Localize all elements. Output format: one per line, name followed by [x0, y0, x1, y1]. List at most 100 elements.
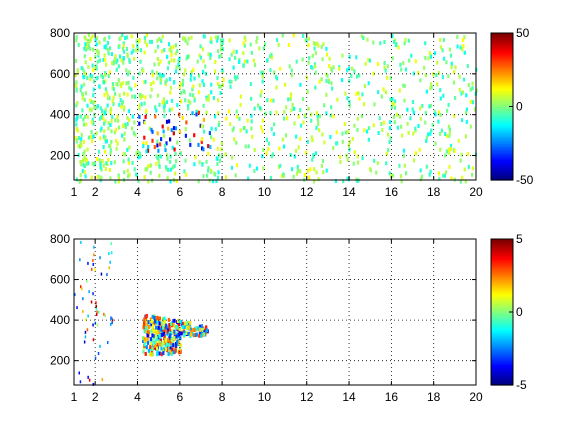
heatmap-cell — [202, 117, 205, 122]
heatmap-cell — [189, 321, 192, 326]
heatmap-cell — [174, 69, 178, 74]
heatmap-cell — [148, 126, 151, 131]
heatmap-cell — [86, 76, 89, 81]
heatmap-cell — [99, 165, 102, 170]
heatmap-cell — [214, 69, 217, 74]
heatmap-cell — [174, 126, 177, 131]
heatmap-cell — [86, 115, 89, 120]
heatmap-cell — [87, 135, 90, 140]
x-tick-label: 12 — [300, 390, 314, 404]
heatmap-cell — [175, 324, 178, 329]
heatmap-cell — [447, 124, 450, 129]
heatmap-cell — [318, 79, 321, 84]
top-colorbar: 500-50 — [490, 26, 534, 187]
heatmap-cell — [403, 83, 406, 88]
heatmap-cell — [154, 114, 157, 119]
heatmap-cell — [275, 85, 278, 90]
heatmap-cell — [152, 334, 156, 339]
colorbar-swatch — [491, 92, 513, 96]
heatmap-cell — [146, 148, 150, 153]
heatmap-cell — [172, 131, 175, 136]
heatmap-cell — [201, 79, 204, 84]
heatmap-cell — [121, 133, 124, 138]
heatmap-cell — [391, 56, 394, 61]
heatmap-cell — [117, 173, 120, 178]
heatmap-cell — [150, 322, 153, 327]
heatmap-cell — [138, 151, 142, 156]
heatmap-cell — [146, 333, 149, 338]
heatmap-cell — [179, 82, 182, 87]
heatmap-cell — [197, 90, 200, 95]
heatmap-cell — [192, 67, 195, 72]
heatmap-cell — [448, 130, 451, 135]
heatmap-cell — [122, 41, 125, 46]
heatmap-cell — [200, 139, 203, 144]
heatmap-cell — [170, 167, 173, 172]
heatmap-cell — [400, 179, 403, 184]
heatmap-cell — [315, 111, 318, 116]
heatmap-cell — [143, 175, 146, 180]
heatmap-cell — [160, 352, 163, 357]
colorbar-swatch — [491, 33, 513, 36]
heatmap-cell — [141, 94, 144, 99]
heatmap-cell — [189, 100, 192, 105]
heatmap-cell — [190, 327, 193, 332]
heatmap-cell — [116, 114, 119, 119]
heatmap-cell — [174, 152, 177, 156]
heatmap-cell — [445, 149, 448, 154]
heatmap-cell — [448, 134, 451, 138]
colorbar-swatch — [491, 282, 513, 286]
heatmap-cell — [210, 90, 213, 95]
heatmap-cell — [169, 85, 173, 90]
heatmap-cell — [136, 150, 139, 155]
heatmap-cell — [165, 323, 168, 328]
heatmap-cell — [122, 60, 125, 65]
heatmap-cell — [312, 154, 315, 159]
heatmap-cell — [106, 103, 109, 108]
heatmap-cell — [355, 74, 359, 79]
heatmap-cell — [312, 41, 315, 46]
heatmap-cell — [168, 119, 171, 124]
heatmap-cell — [453, 70, 456, 74]
heatmap-cell — [102, 145, 105, 149]
heatmap-cell — [343, 122, 346, 127]
heatmap-cell — [460, 152, 463, 157]
heatmap-cell — [184, 68, 187, 73]
heatmap-cell — [269, 98, 272, 103]
heatmap-cell — [94, 54, 97, 59]
colorbar-tick-label: 5 — [516, 232, 523, 246]
colorbar-swatch — [491, 245, 513, 249]
heatmap-cell — [104, 167, 107, 171]
heatmap-cell — [314, 151, 317, 156]
heatmap-cell — [151, 69, 154, 74]
heatmap-cell — [341, 131, 344, 136]
heatmap-cell — [462, 44, 465, 49]
heatmap-cell — [165, 78, 168, 83]
colorbar-swatch — [491, 250, 513, 254]
heatmap-cell — [91, 117, 94, 122]
heatmap-cell — [156, 38, 159, 43]
heatmap-cell — [165, 342, 168, 347]
heatmap-cell — [167, 338, 170, 342]
heatmap-cell — [417, 124, 420, 128]
heatmap-cell — [173, 318, 176, 323]
heatmap-cell — [138, 103, 141, 108]
colorbar-swatch — [491, 76, 513, 80]
heatmap-cell — [76, 68, 79, 73]
heatmap-cell — [419, 177, 422, 182]
heatmap-cell — [139, 48, 143, 53]
heatmap-cell — [205, 159, 208, 164]
heatmap-cell — [181, 115, 184, 120]
heatmap-cell — [78, 179, 81, 184]
heatmap-cell — [216, 156, 219, 161]
heatmap-cell — [447, 102, 450, 107]
heatmap-cell — [98, 116, 102, 121]
heatmap-cell — [323, 140, 326, 145]
heatmap-cell — [339, 155, 342, 160]
heatmap-cell — [81, 169, 84, 173]
heatmap-cell — [178, 85, 181, 90]
heatmap-cell — [442, 56, 446, 61]
heatmap-cell — [100, 272, 103, 276]
heatmap-cell — [438, 176, 441, 181]
colorbar-swatch — [491, 243, 513, 247]
